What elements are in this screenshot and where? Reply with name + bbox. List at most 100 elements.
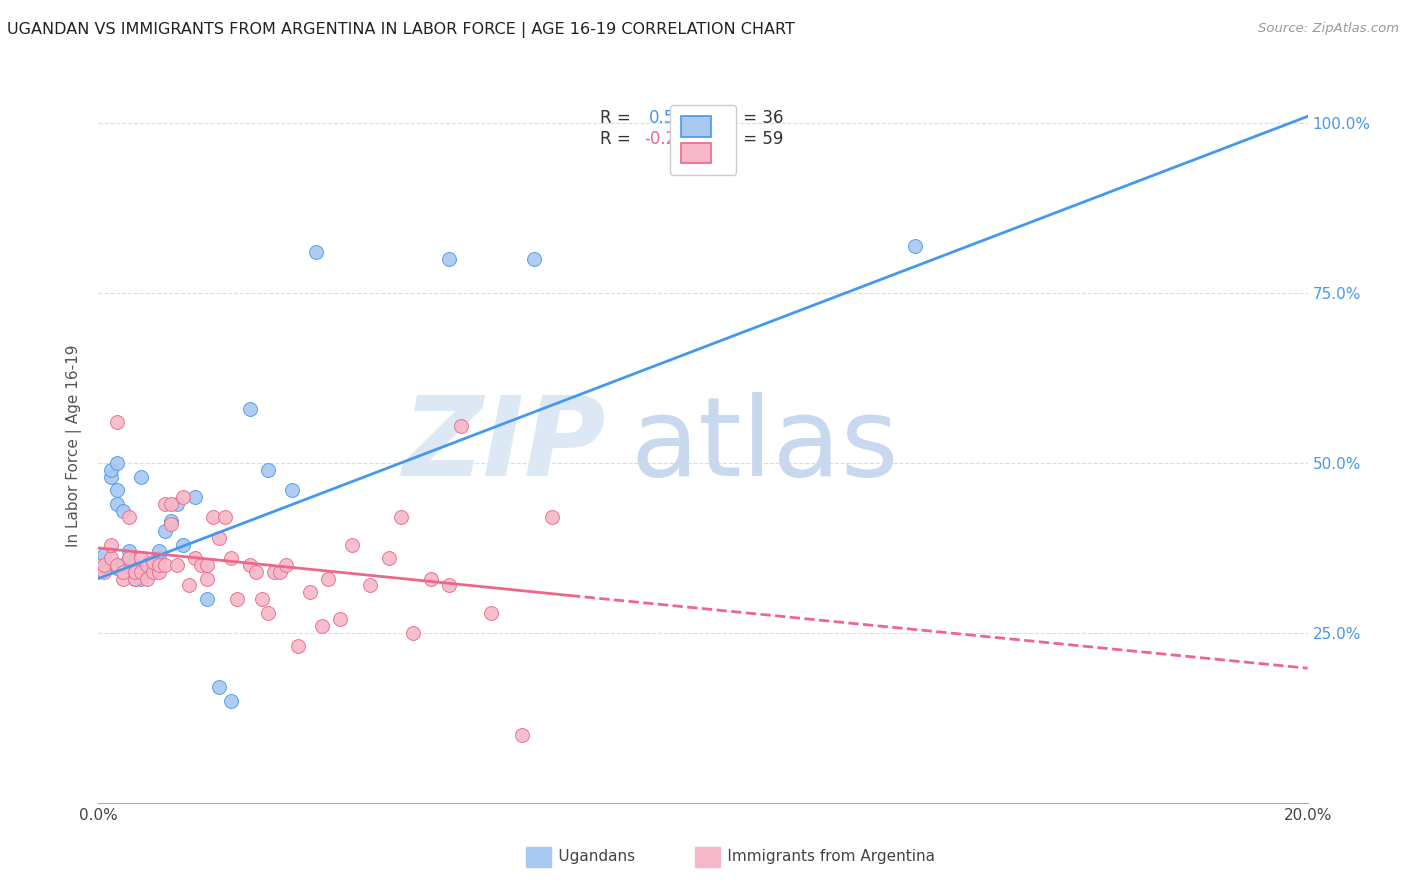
Point (118, 510, 141, 524)
Point (311, 619, 333, 633)
Text: R =: R = (600, 130, 637, 148)
Point (111, 572, 134, 586)
Point (179, 578, 201, 592)
Point (287, 640, 309, 654)
Point (274, 558, 297, 572)
Point (221, 694, 243, 708)
Point (135, 558, 157, 572)
Point (904, 238, 927, 252)
Point (540, 510, 562, 524)
Point (100, 537, 122, 551)
Point (100, 469, 122, 483)
Point (100, 551, 122, 566)
Point (239, 401, 262, 416)
Point (481, 606, 503, 620)
Point (316, 572, 339, 586)
Point (105, 497, 128, 511)
Text: Immigrants from Argentina: Immigrants from Argentina (703, 849, 935, 863)
Point (360, 578, 382, 592)
Point (148, 544, 170, 558)
Text: Ugandans: Ugandans (534, 849, 636, 863)
Point (214, 510, 236, 524)
Text: UGANDAN VS IMMIGRANTS FROM ARGENTINA IN LABOR FORCE | AGE 16-19 CORRELATION CHAR: UGANDAN VS IMMIGRANTS FROM ARGENTINA IN … (7, 22, 794, 38)
Point (160, 517, 183, 532)
Point (256, 463, 278, 477)
Text: N = 59: N = 59 (716, 130, 783, 148)
Point (100, 463, 122, 477)
Point (195, 558, 218, 572)
Point (250, 591, 273, 606)
Point (160, 514, 183, 528)
Point (190, 558, 212, 572)
Text: atlas: atlas (630, 392, 898, 500)
Point (105, 561, 128, 575)
Point (195, 572, 218, 586)
Point (148, 558, 170, 572)
Point (105, 483, 128, 498)
Point (450, 418, 472, 433)
Point (118, 551, 141, 566)
Point (510, 728, 533, 742)
Point (93, 561, 115, 575)
Point (226, 591, 249, 606)
Point (184, 551, 207, 566)
Point (245, 565, 267, 579)
Point (437, 578, 460, 592)
Point (305, 245, 328, 260)
Text: -0.252: -0.252 (644, 130, 697, 148)
Point (118, 551, 141, 566)
Point (142, 565, 165, 579)
Point (124, 572, 146, 586)
Point (153, 558, 176, 572)
Point (166, 497, 188, 511)
Point (184, 490, 207, 504)
Point (93, 565, 115, 579)
Point (142, 558, 165, 572)
Point (111, 503, 134, 517)
Y-axis label: In Labor Force | Age 16-19: In Labor Force | Age 16-19 (66, 344, 83, 548)
Point (160, 497, 183, 511)
Point (221, 551, 243, 566)
Point (263, 565, 285, 579)
Point (202, 510, 225, 524)
Point (118, 544, 141, 558)
Point (208, 531, 231, 545)
Point (135, 558, 157, 572)
Point (124, 565, 146, 579)
Point (172, 490, 194, 504)
Point (105, 456, 128, 470)
Point (402, 626, 425, 640)
Point (329, 612, 352, 626)
Point (93, 548, 115, 562)
Point (377, 551, 399, 566)
Point (129, 469, 152, 483)
Point (135, 572, 157, 586)
Point (299, 585, 322, 599)
Legend: , : , (669, 104, 737, 175)
Point (118, 561, 141, 575)
Text: Source: ZipAtlas.com: Source: ZipAtlas.com (1258, 22, 1399, 36)
Point (195, 591, 218, 606)
Point (437, 252, 460, 266)
Point (269, 565, 291, 579)
Point (420, 572, 443, 586)
Point (281, 483, 304, 498)
Point (148, 565, 170, 579)
Point (93, 558, 115, 572)
Point (153, 497, 176, 511)
Point (124, 558, 146, 572)
Point (129, 565, 152, 579)
Point (256, 606, 278, 620)
Text: ZIP: ZIP (402, 392, 606, 500)
Text: 0.554: 0.554 (648, 109, 696, 127)
Point (148, 551, 170, 566)
Point (105, 558, 128, 572)
Point (389, 510, 412, 524)
Point (172, 537, 194, 551)
Point (153, 524, 176, 538)
Point (124, 572, 146, 586)
Point (239, 558, 262, 572)
Point (166, 558, 188, 572)
Point (142, 555, 165, 569)
Point (111, 558, 134, 572)
